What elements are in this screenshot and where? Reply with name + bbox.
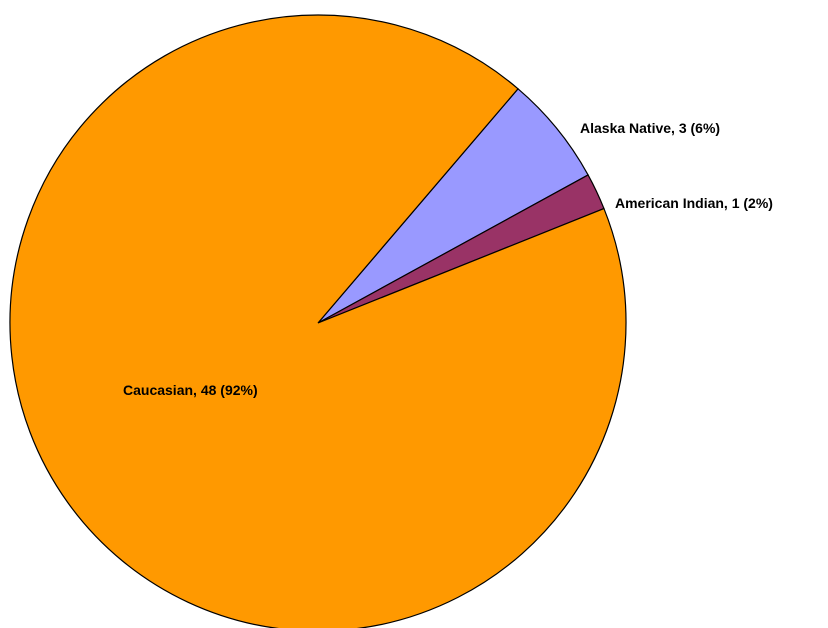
pie-slice-caucasian	[9, 14, 627, 628]
data-label-alaska-native: Alaska Native, 3 (6%)	[580, 120, 720, 136]
data-label-caucasian: Caucasian, 48 (92%)	[123, 382, 258, 398]
pie-slices	[9, 14, 627, 628]
data-label-american-indian: American Indian, 1 (2%)	[615, 195, 773, 211]
